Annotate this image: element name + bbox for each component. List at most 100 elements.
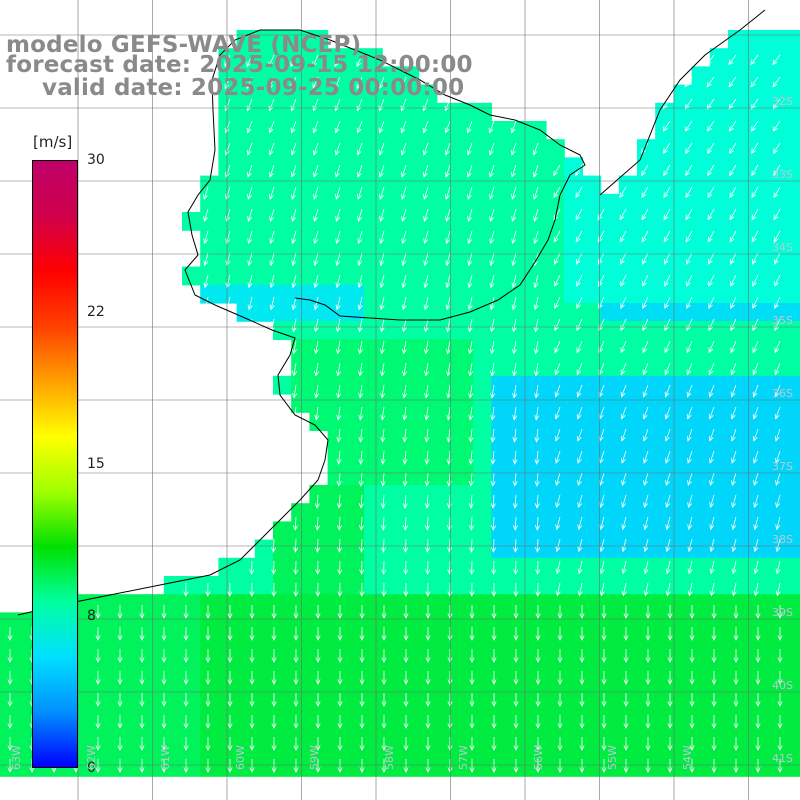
wind-arrow <box>293 538 299 553</box>
wind-arrow <box>553 230 561 243</box>
wind-cell <box>746 394 765 413</box>
wind-arrow <box>423 274 429 289</box>
wind-cell <box>691 539 711 559</box>
wind-arrow <box>424 494 430 509</box>
wind-cell <box>91 630 110 650</box>
wind-arrow <box>753 560 759 575</box>
wind-cell <box>564 667 583 686</box>
wind-cell <box>600 321 620 340</box>
wind-arrow <box>271 560 277 575</box>
wind-cell <box>345 266 365 286</box>
wind-cell <box>127 667 147 686</box>
wind-arrow <box>313 318 319 333</box>
wind-cell <box>182 758 201 777</box>
wind-cell <box>418 594 438 613</box>
wind-cell <box>309 230 329 249</box>
wind-cell <box>618 739 638 759</box>
wind-arrow <box>425 693 431 707</box>
wind-cell <box>764 739 784 759</box>
wind-cell <box>327 539 347 559</box>
wind-arrow <box>621 516 627 531</box>
wind-arrow <box>446 362 452 377</box>
wind-arrow <box>447 737 453 751</box>
wind-cell <box>618 612 638 632</box>
wind-arrow <box>535 538 541 553</box>
wind-arrow <box>689 693 695 707</box>
wind-arrow <box>292 516 299 531</box>
wind-cell <box>0 667 19 686</box>
wind-arrow <box>730 428 737 442</box>
wind-cell <box>455 339 474 359</box>
wind-cell <box>491 758 511 777</box>
wind-cell <box>327 157 347 177</box>
wind-arrow <box>380 384 386 399</box>
wind-cell <box>746 503 765 522</box>
wind-cell <box>582 703 602 723</box>
wind-cell <box>455 230 474 249</box>
wind-cell <box>309 375 329 395</box>
wind-arrow <box>402 450 408 465</box>
wind-cell <box>291 321 310 340</box>
wind-cell <box>600 594 620 613</box>
wind-cell <box>254 667 274 686</box>
wind-cell <box>345 612 365 632</box>
wind-cell <box>273 66 292 86</box>
wind-arrow <box>772 120 781 132</box>
wind-cell <box>291 102 310 122</box>
wind-arrows <box>7 54 783 773</box>
wind-cell <box>564 594 583 613</box>
wind-arrow <box>731 516 737 531</box>
wind-cell <box>709 66 729 86</box>
wind-cell <box>382 303 401 322</box>
wind-arrow <box>707 164 715 177</box>
wind-cell <box>618 557 638 577</box>
wind-cell <box>673 721 693 741</box>
wind-cell <box>782 485 800 504</box>
wind-cell <box>600 630 620 650</box>
wind-cell <box>436 721 456 741</box>
wind-arrow <box>686 428 693 442</box>
wind-cell <box>764 412 784 431</box>
wind-arrow <box>249 582 255 597</box>
wind-arrow <box>467 252 473 267</box>
wind-cell <box>236 758 256 777</box>
wind-cell <box>436 193 456 213</box>
wind-cell <box>345 739 365 759</box>
wind-cell <box>273 576 292 595</box>
wind-cell <box>382 557 401 577</box>
wind-arrow <box>422 164 429 178</box>
wind-cell <box>582 448 602 468</box>
wind-cell <box>382 175 401 195</box>
wind-arrow <box>403 693 409 707</box>
wind-arrow <box>664 296 671 310</box>
wind-arrow <box>7 759 13 773</box>
wind-cell <box>746 339 765 359</box>
wind-arrow <box>313 340 319 355</box>
wind-cell <box>728 303 747 322</box>
wind-arrow <box>491 649 497 663</box>
wind-arrow <box>535 605 541 619</box>
wind-cell <box>564 557 583 577</box>
wind-cell <box>582 466 602 486</box>
wind-cell <box>709 102 729 122</box>
wind-cell <box>455 685 474 704</box>
wind-cell <box>436 685 456 704</box>
wind-cell <box>345 430 365 450</box>
wind-cell <box>527 121 547 140</box>
wind-cell <box>436 102 456 122</box>
wind-cell <box>564 758 583 777</box>
wind-cell <box>491 339 511 359</box>
wind-cell <box>309 248 329 268</box>
wind-cell <box>582 193 602 213</box>
wind-cell <box>436 703 456 723</box>
wind-cell <box>746 175 765 195</box>
wind-cell <box>509 375 529 395</box>
wind-arrow <box>753 450 759 464</box>
wind-arrow <box>512 362 518 377</box>
wind-arrow <box>293 582 299 597</box>
wind-cell <box>709 576 729 595</box>
wind-arrow <box>403 560 409 575</box>
wind-cell <box>327 139 347 158</box>
wind-cell <box>673 576 693 595</box>
wind-cell <box>764 430 784 450</box>
